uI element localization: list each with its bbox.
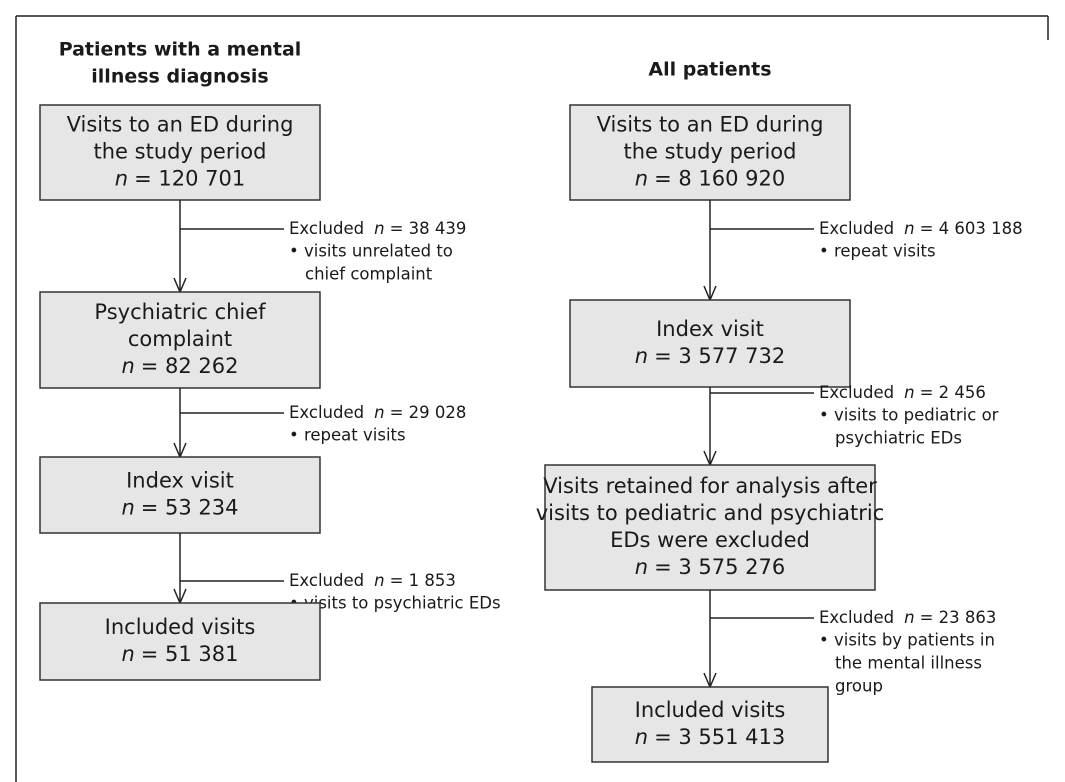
step-text: EDs were excluded	[610, 528, 810, 552]
column-title: illness diagnosis	[91, 66, 268, 88]
exclusion-value: = 38 439	[390, 219, 467, 238]
exclusion-head: Excluded n = 23 863	[819, 608, 996, 627]
count-value: = 3 575 276	[654, 555, 785, 579]
exclusion-reason: the mental illness	[835, 654, 982, 673]
exclusion-reason: chief complaint	[305, 265, 433, 284]
count-value: = 3 577 732	[654, 344, 785, 368]
step-count: n = 82 262	[121, 354, 238, 378]
exclusion-reason: • visits to psychiatric EDs	[289, 594, 501, 613]
exclusion-head: Excluded n = 4 603 188	[819, 219, 1023, 238]
step-text: the study period	[94, 140, 267, 164]
exclusion-head: Excluded n = 2 456	[819, 383, 986, 402]
count-symbol: n	[121, 642, 134, 666]
exclusion-label: Excluded	[289, 571, 364, 590]
exclusion-reason: psychiatric EDs	[835, 429, 962, 448]
exclusion-symbol: n	[904, 219, 914, 238]
exclusion-value: = 2 456	[920, 383, 986, 402]
step-box	[39, 104, 321, 201]
step-count: n = 3 577 732	[635, 344, 785, 368]
step-count: n = 3 575 276	[635, 555, 785, 579]
step-text: Visits to an ED during	[597, 113, 824, 137]
count-symbol: n	[635, 555, 648, 579]
exclusion-reason: group	[835, 677, 883, 696]
column-title: All patients	[648, 59, 771, 81]
count-symbol: n	[121, 354, 134, 378]
exclusion-reason: • visits by patients in	[819, 631, 995, 650]
step-box	[591, 686, 829, 763]
exclusion-value: = 29 028	[390, 403, 467, 422]
exclusion-label: Excluded	[819, 383, 894, 402]
step-count: n = 8 160 920	[635, 167, 785, 191]
step-text: complaint	[128, 327, 232, 351]
exclusion-reason: • visits unrelated to	[289, 242, 453, 261]
step-box	[544, 464, 876, 591]
step-count: n = 51 381	[121, 642, 238, 666]
exclusion-symbol: n	[904, 383, 914, 402]
count-symbol: n	[115, 167, 128, 191]
count-value: = 3 551 413	[654, 725, 785, 749]
step-count: n = 53 234	[121, 496, 238, 520]
step-box	[39, 602, 321, 681]
exclusion-symbol: n	[374, 571, 384, 590]
exclusion-head: Excluded n = 1 853	[289, 571, 456, 590]
exclusion-value: = 23 863	[920, 608, 997, 627]
exclusion-value: = 4 603 188	[920, 219, 1023, 238]
step-text: the study period	[624, 140, 797, 164]
exclusion-label: Excluded	[819, 608, 894, 627]
count-value: = 82 262	[141, 354, 239, 378]
exclusion-reason: • repeat visits	[289, 426, 406, 445]
step-text: Index visit	[656, 317, 764, 341]
exclusion-label: Excluded	[289, 403, 364, 422]
exclusion-head: Excluded n = 29 028	[289, 403, 466, 422]
count-value: = 120 701	[134, 167, 245, 191]
count-value: = 51 381	[141, 642, 239, 666]
step-text: Visits to an ED during	[67, 113, 294, 137]
step-text: Psychiatric chief	[94, 300, 266, 324]
exclusion-head: Excluded n = 38 439	[289, 219, 466, 238]
step-text: Visits retained for analysis after	[543, 474, 877, 498]
step-count: n = 3 551 413	[635, 725, 785, 749]
step-box	[569, 104, 851, 201]
exclusion-reason: • repeat visits	[819, 242, 936, 261]
count-symbol: n	[635, 167, 648, 191]
step-box	[39, 291, 321, 389]
exclusion-label: Excluded	[289, 219, 364, 238]
exclusion-label: Excluded	[819, 219, 894, 238]
step-text: Included visits	[105, 615, 256, 639]
step-box	[39, 456, 321, 534]
count-symbol: n	[121, 496, 134, 520]
exclusion-value: = 1 853	[390, 571, 456, 590]
exclusion-symbol: n	[904, 608, 914, 627]
step-text: Included visits	[635, 698, 786, 722]
count-symbol: n	[635, 344, 648, 368]
step-box	[569, 299, 851, 388]
count-value: = 8 160 920	[654, 167, 785, 191]
column-title: Patients with a mental	[59, 39, 302, 61]
exclusion-symbol: n	[374, 403, 384, 422]
step-text: visits to pediatric and psychiatric	[536, 501, 885, 525]
step-count: n = 120 701	[115, 167, 245, 191]
count-value: = 53 234	[141, 496, 239, 520]
step-text: Index visit	[126, 469, 234, 493]
exclusion-reason: • visits to pediatric or	[819, 406, 999, 425]
exclusion-symbol: n	[374, 219, 384, 238]
count-symbol: n	[635, 725, 648, 749]
